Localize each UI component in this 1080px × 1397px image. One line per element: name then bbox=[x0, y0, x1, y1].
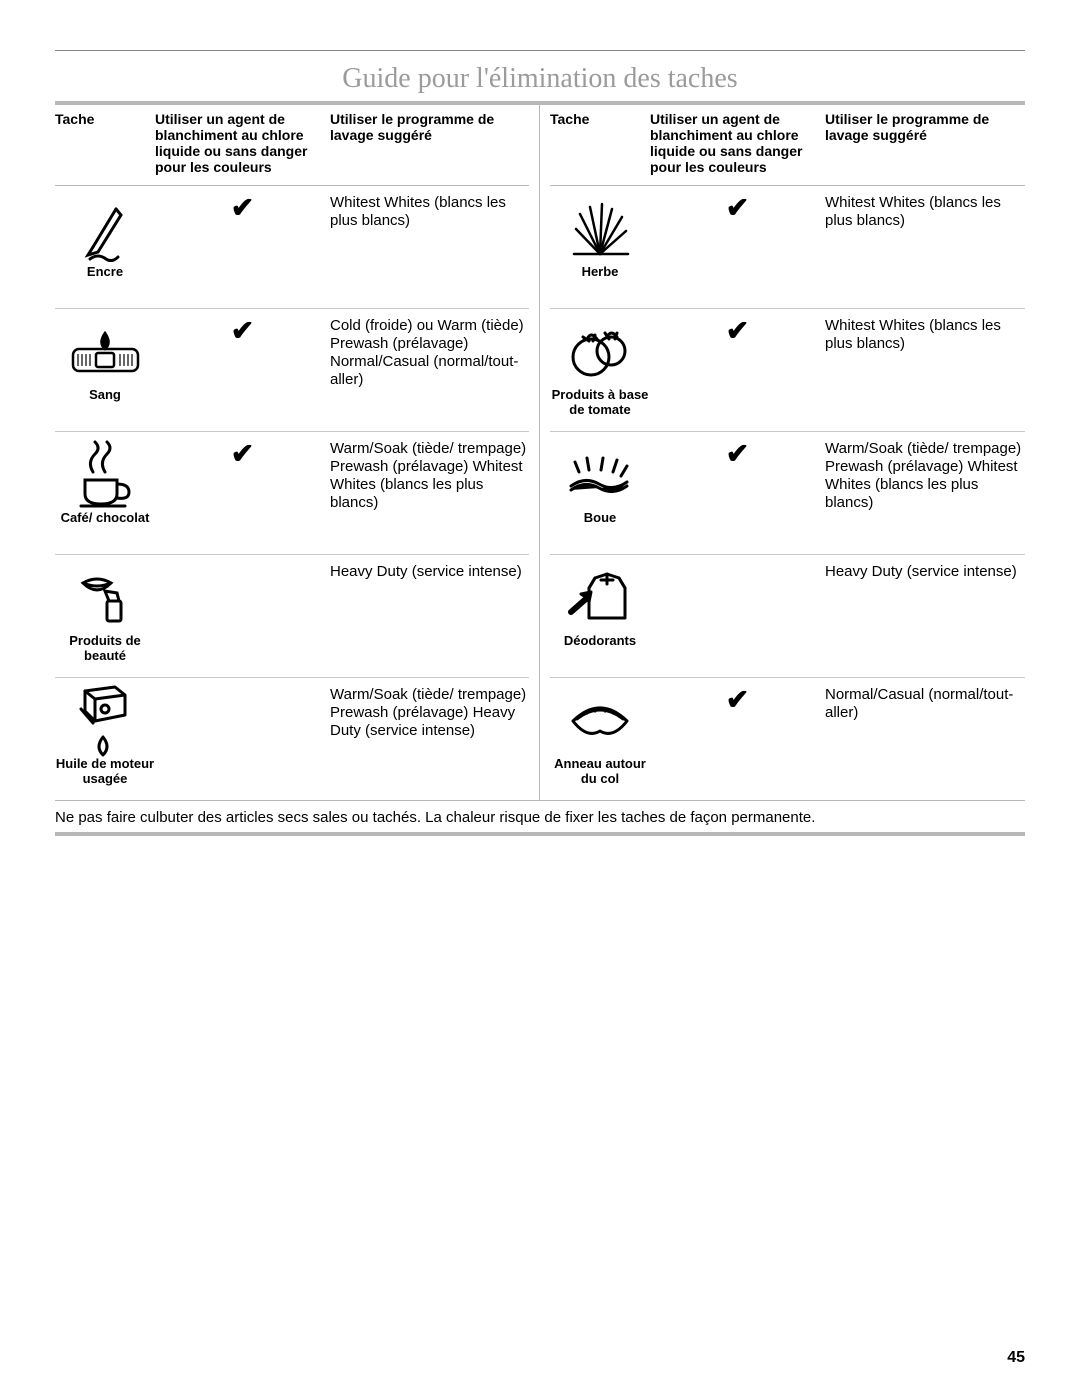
page: Guide pour l'élimination des taches Tach… bbox=[0, 0, 1080, 1397]
header-program: Utiliser le programme de lavage suggéré bbox=[825, 111, 1025, 175]
header-tache: Tache bbox=[550, 111, 650, 175]
header-bleach: Utiliser un agent de blanchiment au chlo… bbox=[155, 111, 330, 175]
header-bleach: Utiliser un agent de blanchiment au chlo… bbox=[650, 111, 825, 175]
ink-icon bbox=[78, 194, 133, 264]
stain-label: Encre bbox=[87, 264, 123, 279]
mud-icon bbox=[565, 440, 635, 510]
stain-cell: Boue bbox=[550, 440, 650, 540]
footnote-rule-bottom bbox=[55, 832, 1025, 836]
page-number: 45 bbox=[1007, 1349, 1025, 1367]
check-cell bbox=[650, 563, 825, 663]
collar-icon bbox=[565, 686, 635, 756]
stain-label: Sang bbox=[89, 387, 121, 402]
stain-label: Café/ chocolat bbox=[61, 510, 150, 525]
stain-cell: Produits à base de tomate bbox=[550, 317, 650, 417]
program-cell: Warm/Soak (tiède/ trempage) Prewash (pré… bbox=[825, 440, 1025, 540]
header-row-left: Tache Utiliser un agent de blanchiment a… bbox=[55, 105, 529, 185]
table-row: Boue ✔ Warm/Soak (tiède/ trempage) Prewa… bbox=[550, 431, 1025, 554]
program-cell: Whitest Whites (blancs les plus blancs) bbox=[825, 194, 1025, 294]
program-cell: Heavy Duty (service intense) bbox=[330, 563, 529, 663]
blood-icon bbox=[68, 317, 143, 387]
check-cell: ✔ bbox=[650, 686, 825, 786]
right-half: Tache Utiliser un agent de blanchiment a… bbox=[540, 105, 1025, 800]
stain-cell: Déodorants bbox=[550, 563, 650, 663]
deodorant-icon bbox=[565, 563, 635, 633]
table-row: Sang ✔ Cold (froide) ou Warm (tiède) Pre… bbox=[55, 308, 529, 431]
stain-label: Produits de beauté bbox=[55, 633, 155, 663]
coffee-icon bbox=[73, 440, 138, 510]
stain-cell: Huile de moteur usagée bbox=[55, 686, 155, 786]
check-cell: ✔ bbox=[155, 317, 330, 417]
table-row: Encre ✔ Whitest Whites (blancs les plus … bbox=[55, 186, 529, 308]
top-rule bbox=[55, 50, 1025, 51]
program-cell: Warm/Soak (tiède/ trempage) Prewash (pré… bbox=[330, 686, 529, 786]
check-cell bbox=[155, 563, 330, 663]
check-cell: ✔ bbox=[155, 440, 330, 540]
program-cell: Whitest Whites (blancs les plus blancs) bbox=[330, 194, 529, 294]
table-row: Produits à base de tomate ✔ Whitest Whit… bbox=[550, 308, 1025, 431]
check-cell: ✔ bbox=[650, 440, 825, 540]
program-cell: Warm/Soak (tiède/ trempage) Prewash (pré… bbox=[330, 440, 529, 540]
header-row-right: Tache Utiliser un agent de blanchiment a… bbox=[550, 105, 1025, 185]
stain-cell: Produits de beauté bbox=[55, 563, 155, 663]
stain-label: Produits à base de tomate bbox=[550, 387, 650, 417]
stain-label: Huile de moteur usagée bbox=[55, 756, 155, 786]
stain-label: Déodorants bbox=[564, 633, 636, 648]
tomato-icon bbox=[565, 317, 635, 387]
header-tache: Tache bbox=[55, 111, 155, 175]
stain-cell: Encre bbox=[55, 194, 155, 294]
program-cell: Cold (froide) ou Warm (tiède) Prewash (p… bbox=[330, 317, 529, 417]
check-cell bbox=[155, 686, 330, 786]
header-program: Utiliser le programme de lavage suggéré bbox=[330, 111, 529, 175]
check-cell: ✔ bbox=[650, 194, 825, 294]
stain-cell: Anneau autour du col bbox=[550, 686, 650, 786]
footnote: Ne pas faire culbuter des articles secs … bbox=[55, 801, 1025, 832]
table-row: Huile de moteur usagée Warm/Soak (tiède/… bbox=[55, 677, 529, 800]
program-cell: Normal/Casual (normal/tout-aller) bbox=[825, 686, 1025, 786]
table-row: Produits de beauté Heavy Duty (service i… bbox=[55, 554, 529, 677]
cosmetics-icon bbox=[75, 563, 135, 633]
table-row: Déodorants Heavy Duty (service intense) bbox=[550, 554, 1025, 677]
table-row: Herbe ✔ Whitest Whites (blancs les plus … bbox=[550, 186, 1025, 308]
check-cell: ✔ bbox=[155, 194, 330, 294]
stain-label: Anneau autour du col bbox=[550, 756, 650, 786]
oil-icon bbox=[75, 686, 135, 756]
table-row: Café/ chocolat ✔ Warm/Soak (tiède/ tremp… bbox=[55, 431, 529, 554]
grass-icon bbox=[568, 194, 633, 264]
columns-wrap: Tache Utiliser un agent de blanchiment a… bbox=[55, 105, 1025, 800]
stain-label: Boue bbox=[584, 510, 617, 525]
check-cell: ✔ bbox=[650, 317, 825, 417]
stain-cell: Herbe bbox=[550, 194, 650, 294]
stain-cell: Sang bbox=[55, 317, 155, 417]
stain-cell: Café/ chocolat bbox=[55, 440, 155, 540]
stain-label: Herbe bbox=[582, 264, 619, 279]
page-title: Guide pour l'élimination des taches bbox=[55, 63, 1025, 95]
table-row: Anneau autour du col ✔ Normal/Casual (no… bbox=[550, 677, 1025, 800]
left-half: Tache Utiliser un agent de blanchiment a… bbox=[55, 105, 540, 800]
program-cell: Whitest Whites (blancs les plus blancs) bbox=[825, 317, 1025, 417]
program-cell: Heavy Duty (service intense) bbox=[825, 563, 1025, 663]
